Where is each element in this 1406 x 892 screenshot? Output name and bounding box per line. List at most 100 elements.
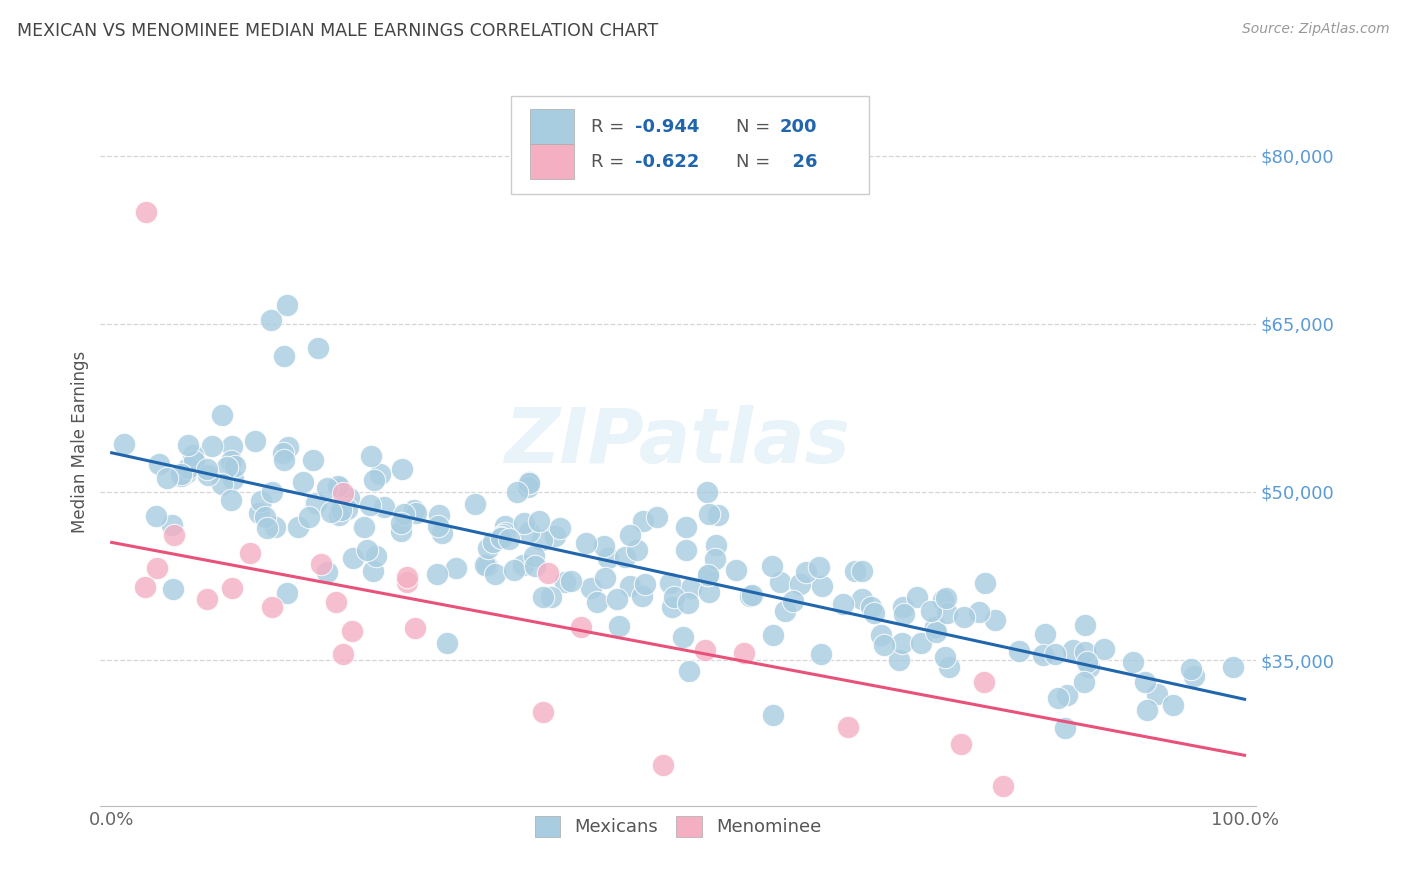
Point: [219, 454, 242, 468]
Point: [782, 594, 804, 608]
Point: [373, 500, 395, 514]
Point: [498, 532, 520, 546]
Point: [569, 620, 592, 634]
Point: [695, 643, 717, 657]
Point: [606, 592, 628, 607]
Point: [217, 459, 239, 474]
Point: [543, 529, 565, 543]
Point: [633, 514, 655, 528]
Point: [1146, 687, 1168, 701]
Legend: Mexicans, Menominee: Mexicans, Menominee: [527, 809, 828, 844]
Point: [1076, 656, 1098, 670]
Point: [332, 648, 354, 662]
Point: [924, 624, 946, 639]
Point: [761, 559, 783, 574]
Point: [342, 551, 364, 566]
FancyBboxPatch shape: [510, 95, 869, 194]
Point: [1135, 674, 1157, 689]
Point: [614, 549, 637, 564]
Point: [634, 577, 657, 591]
Point: [844, 564, 866, 578]
Point: [659, 576, 682, 591]
Point: [733, 646, 755, 660]
Point: [527, 514, 550, 528]
Point: [156, 471, 179, 485]
Point: [631, 590, 654, 604]
Point: [363, 473, 385, 487]
Point: [1073, 675, 1095, 690]
Point: [360, 449, 382, 463]
Point: [810, 647, 832, 661]
Point: [297, 510, 319, 524]
Point: [391, 462, 413, 476]
Point: [183, 454, 205, 468]
Point: [221, 581, 243, 595]
Point: [145, 509, 167, 524]
Point: [741, 588, 763, 602]
Point: [427, 519, 450, 533]
Point: [201, 439, 224, 453]
Point: [276, 298, 298, 312]
Point: [477, 559, 499, 574]
Point: [326, 479, 349, 493]
Point: [706, 508, 728, 522]
Point: [851, 565, 873, 579]
Point: [773, 604, 796, 618]
Point: [337, 491, 360, 506]
Point: [446, 561, 468, 575]
Point: [517, 475, 540, 490]
Point: [366, 549, 388, 563]
Point: [537, 566, 560, 580]
Point: [177, 438, 200, 452]
Point: [619, 579, 641, 593]
Point: [197, 592, 219, 607]
Point: [484, 567, 506, 582]
Point: [675, 519, 697, 533]
Text: R =: R =: [592, 118, 630, 136]
Point: [336, 501, 359, 516]
Point: [169, 467, 191, 482]
Point: [494, 519, 516, 533]
Point: [260, 600, 283, 615]
Point: [211, 476, 233, 491]
Point: [316, 565, 339, 579]
Point: [477, 541, 499, 556]
Point: [474, 558, 496, 572]
Point: [851, 591, 873, 606]
Point: [163, 528, 186, 542]
Point: [697, 507, 720, 521]
Point: [309, 557, 332, 571]
Point: [436, 636, 458, 650]
Point: [276, 586, 298, 600]
Point: [592, 539, 614, 553]
Point: [224, 458, 246, 473]
Point: [494, 525, 516, 540]
Point: [596, 551, 619, 566]
Point: [489, 530, 512, 544]
Text: 26: 26: [780, 153, 817, 171]
FancyBboxPatch shape: [530, 145, 574, 179]
Point: [1053, 721, 1076, 735]
Point: [250, 494, 273, 508]
Text: MEXICAN VS MENOMINEE MEDIAN MALE EARNINGS CORRELATION CHART: MEXICAN VS MENOMINEE MEDIAN MALE EARNING…: [17, 22, 658, 40]
Point: [181, 448, 204, 462]
Point: [910, 636, 932, 650]
Point: [340, 624, 363, 638]
Point: [905, 590, 928, 604]
Point: [395, 570, 418, 584]
Point: [1180, 662, 1202, 676]
Point: [1043, 647, 1066, 661]
Point: [1033, 627, 1056, 641]
Point: [953, 610, 976, 624]
Point: [517, 525, 540, 540]
Point: [389, 524, 412, 538]
Point: [405, 506, 427, 520]
Point: [931, 593, 953, 607]
Point: [652, 757, 675, 772]
Point: [697, 567, 720, 582]
Point: [935, 591, 957, 606]
Point: [811, 579, 834, 593]
Point: [328, 508, 350, 523]
Point: [973, 675, 995, 690]
Point: [271, 446, 294, 460]
